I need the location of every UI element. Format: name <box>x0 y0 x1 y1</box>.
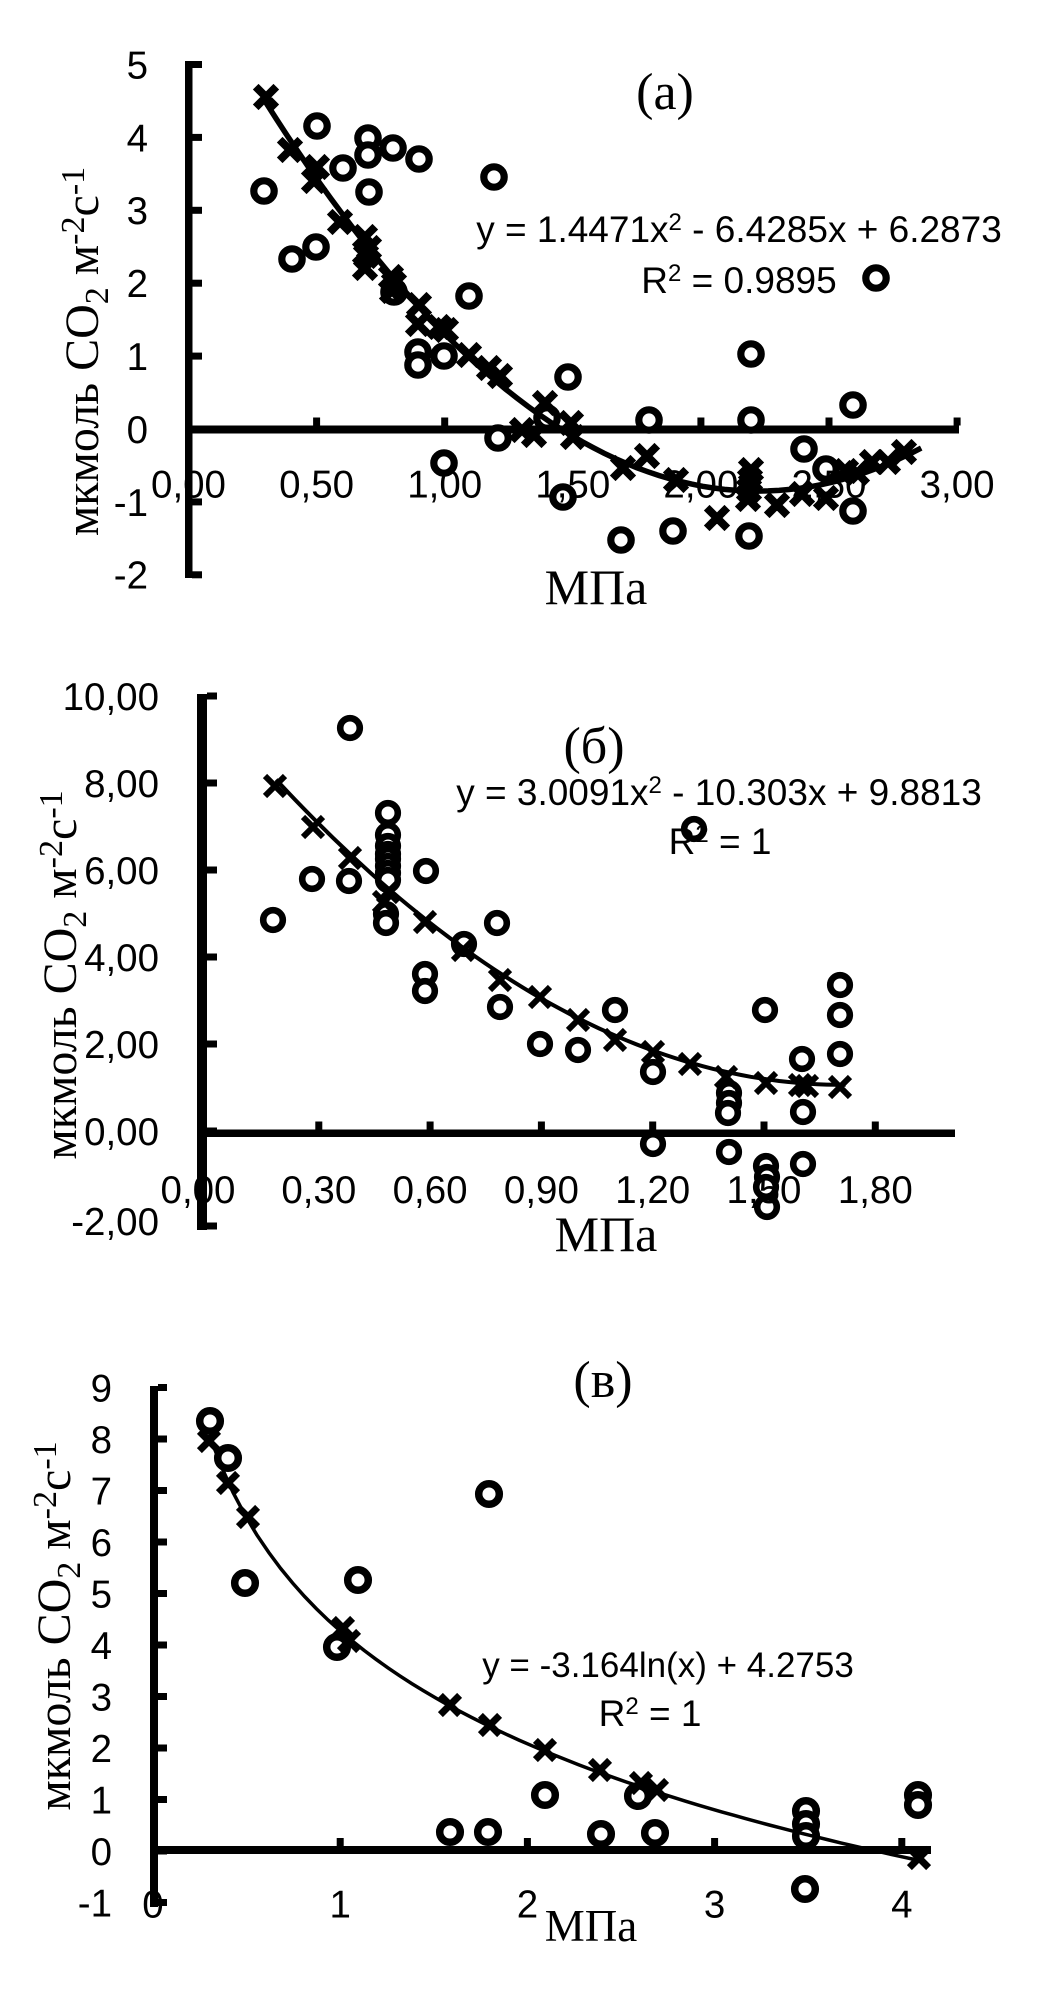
svg-text:-1: -1 <box>114 482 148 525</box>
svg-text:8: 8 <box>91 1419 112 1462</box>
svg-text:5: 5 <box>127 44 148 87</box>
svg-text:3: 3 <box>91 1676 112 1719</box>
svg-text:2: 2 <box>517 1884 538 1927</box>
svg-text:y = 3.0091x2 - 10.303x + 9.881: y = 3.0091x2 - 10.303x + 9.8813 <box>456 772 982 813</box>
svg-text:(в): (в) <box>573 1352 632 1409</box>
svg-text:1: 1 <box>329 1884 350 1927</box>
svg-text:0,60: 0,60 <box>393 1169 468 1212</box>
svg-text:-1: -1 <box>78 1882 112 1925</box>
svg-text:0,30: 0,30 <box>281 1169 356 1212</box>
svg-text:2: 2 <box>91 1728 112 1771</box>
svg-text:1,20: 1,20 <box>615 1169 690 1212</box>
svg-text:1: 1 <box>127 336 148 379</box>
svg-text:МПа: МПа <box>545 559 648 615</box>
svg-text:1,00: 1,00 <box>407 464 482 507</box>
svg-text:7: 7 <box>91 1470 112 1513</box>
svg-text:1,50: 1,50 <box>535 464 610 507</box>
svg-text:6,00: 6,00 <box>84 850 159 893</box>
svg-text:-2,00: -2,00 <box>71 1201 159 1244</box>
svg-text:1,80: 1,80 <box>838 1169 913 1212</box>
svg-text:9: 9 <box>91 1367 112 1410</box>
svg-text:0,90: 0,90 <box>504 1169 579 1212</box>
svg-text:y = -3.164ln(x) + 4.2753: y = -3.164ln(x) + 4.2753 <box>482 1646 854 1685</box>
svg-text:1,50: 1,50 <box>727 1169 802 1212</box>
svg-text:4: 4 <box>91 1625 112 1668</box>
svg-text:0,00: 0,00 <box>84 1111 159 1154</box>
svg-text:0: 0 <box>127 409 148 452</box>
svg-text:4,00: 4,00 <box>84 937 159 980</box>
svg-text:0: 0 <box>91 1831 112 1874</box>
svg-text:(a): (a) <box>636 64 694 121</box>
svg-text:МПа: МПа <box>555 1206 658 1262</box>
svg-text:8,00: 8,00 <box>84 763 159 806</box>
svg-text:(б): (б) <box>563 718 624 775</box>
svg-text:R2 = 1: R2 = 1 <box>669 821 772 862</box>
svg-text:1: 1 <box>91 1779 112 1822</box>
svg-text:y = 1.4471x2 - 6.4285x + 6.287: y = 1.4471x2 - 6.4285x + 6.2873 <box>476 209 1002 250</box>
svg-text:0,00: 0,00 <box>161 1169 236 1212</box>
svg-text:0,00: 0,00 <box>151 464 226 507</box>
svg-text:R2 = 1: R2 = 1 <box>599 1693 702 1734</box>
svg-text:5: 5 <box>91 1573 112 1616</box>
svg-text:10,00: 10,00 <box>63 676 159 719</box>
svg-text:3,00: 3,00 <box>920 464 995 507</box>
svg-text:0: 0 <box>142 1884 163 1927</box>
svg-text:4: 4 <box>891 1884 912 1927</box>
svg-text:3: 3 <box>704 1884 725 1927</box>
svg-text:2,00: 2,00 <box>84 1024 159 1067</box>
svg-text:6: 6 <box>91 1522 112 1565</box>
svg-text:-2: -2 <box>114 555 148 598</box>
svg-text:3: 3 <box>127 190 148 233</box>
svg-text:2: 2 <box>127 263 148 306</box>
svg-text:R2 = 0.9895: R2 = 0.9895 <box>641 260 836 301</box>
svg-text:0,50: 0,50 <box>279 464 354 507</box>
svg-text:МПа: МПа <box>545 1901 638 1951</box>
svg-text:4: 4 <box>127 117 148 160</box>
